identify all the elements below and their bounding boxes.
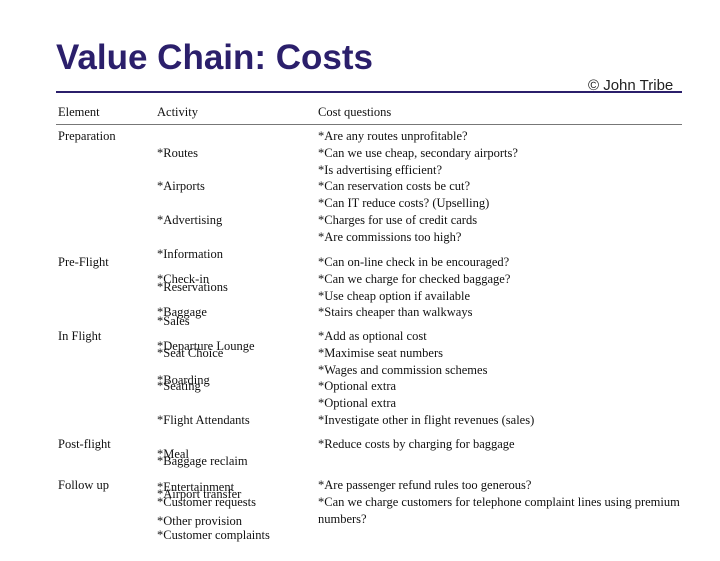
question-item: *Are commissions too high? — [318, 229, 462, 244]
slide-title: Value Chain: Costs — [56, 38, 374, 77]
question-item: *Optional extra — [318, 396, 397, 411]
title-divider — [56, 91, 682, 93]
question-item: *Wages and commission schemes — [318, 362, 488, 377]
question-item: *Are passenger refund rules too generous… — [318, 478, 532, 492]
question-item: *Stairs cheaper than walkways — [318, 305, 473, 320]
copyright-notice: © John Tribe — [588, 77, 674, 94]
header-activity: Activity — [157, 105, 198, 119]
activity-item: *Baggage — [157, 305, 207, 320]
question-item: *Can IT reduce costs? (Upselling) — [318, 196, 490, 211]
activity-item: *Advertising — [157, 212, 223, 227]
row-preflight-element: Pre-Flight — [58, 255, 109, 269]
question-item: *Can we charge for checked baggage? — [318, 271, 511, 286]
question-item: *Use cheap option if available — [318, 288, 471, 303]
header-element: Element — [58, 105, 100, 119]
activity-item: *Entertainment — [157, 480, 235, 495]
row-preparation-element: Preparation — [58, 129, 116, 143]
question-item: *Can on-line check in be encouraged? — [318, 255, 510, 269]
activity-item: *Routes — [157, 145, 198, 160]
activity-item: *Baggage reclaim — [157, 453, 248, 468]
row-preflight-activity: *Check-in *Baggage *Departure Lounge *Bo… — [157, 254, 255, 405]
activity-item: *Sales — [157, 313, 190, 328]
row-followup-activity: *Customer requests *Customer complaints — [157, 477, 270, 561]
activity-item: *Information — [157, 246, 223, 261]
activity-item: *Reservations — [157, 280, 228, 295]
header-divider — [56, 124, 682, 125]
activity-item: *Boarding — [157, 372, 210, 387]
activity-item: *Other provision — [157, 513, 243, 528]
row-inflight-element: In Flight — [58, 329, 102, 343]
question-item: *Can we charge customers for telephone c… — [318, 494, 680, 526]
row-inflight-questions: *Add as optional cost *Maximise seat num… — [318, 328, 683, 429]
activity-item: *Customer complaints — [157, 528, 270, 543]
activity-item: *Flight Attendants — [157, 412, 250, 427]
row-postflight-activity: *Baggage reclaim *Airport transfer — [157, 436, 248, 520]
question-item: *Are any routes unprofitable? — [318, 129, 468, 143]
row-postflight-element: Post-flight — [58, 437, 111, 451]
activity-item: *Seat Choice — [157, 345, 224, 360]
question-item: *Can we use cheap, secondary airports? — [318, 145, 518, 160]
question-item: *Investigate other in flight revenues (s… — [318, 412, 535, 427]
activity-item: *Airport transfer — [157, 487, 242, 502]
activity-item: *Customer requests — [157, 494, 256, 509]
row-followup-questions: *Are passenger refund rules too generous… — [318, 477, 683, 527]
question-item: *Can reservation costs be cut? — [318, 179, 471, 194]
question-item: *Reduce costs by charging for baggage — [318, 437, 515, 451]
row-preparation-activity: *Routes *Airports *Advertising *Informat… — [157, 128, 228, 346]
activity-item: *Seating — [157, 379, 201, 394]
question-item: *Maximise seat numbers — [318, 345, 443, 360]
question-item: *Is advertising efficient? — [318, 162, 443, 177]
row-followup-element: Follow up — [58, 478, 110, 492]
activity-item: *Meal — [157, 446, 189, 461]
row-inflight-activity: *Seat Choice *Seating *Flight Attendants… — [157, 328, 250, 546]
row-postflight-questions: *Reduce costs by charging for baggage — [318, 436, 683, 453]
activity-item: *Check-in — [157, 271, 210, 286]
row-preflight-questions: *Can on-line check in be encouraged? *Ca… — [318, 254, 683, 321]
question-item: *Add as optional cost — [318, 329, 427, 343]
question-item: *Optional extra — [318, 379, 397, 394]
row-preparation-questions: *Are any routes unprofitable? *Can we us… — [318, 128, 683, 246]
question-item: *Charges for use of credit cards — [318, 212, 478, 227]
activity-item: *Departure Lounge — [157, 338, 255, 353]
activity-item: *Airports — [157, 179, 205, 194]
header-cost-questions: Cost questions — [318, 105, 392, 119]
